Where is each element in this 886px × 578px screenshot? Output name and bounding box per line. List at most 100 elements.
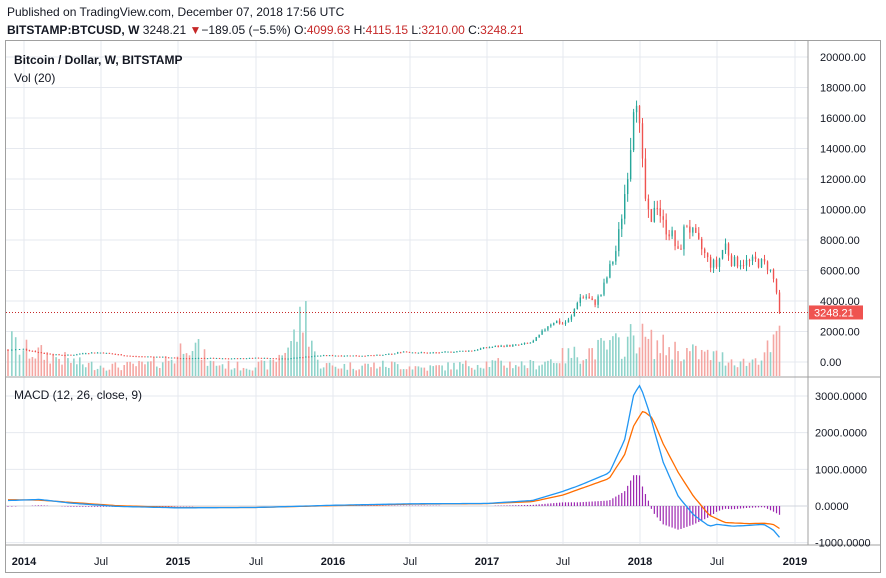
candle-body [573,308,576,317]
volume-bar [191,350,194,376]
candle-body [40,352,42,354]
volume-bar [591,348,593,376]
volume-bar [447,362,449,376]
volume-bar [287,347,289,376]
candle-body [346,355,349,357]
candle-body [364,355,366,357]
candle-body [408,351,411,353]
candle-body [535,337,537,341]
candle-body [665,219,667,235]
volume-bar [325,363,328,376]
candle-body [129,355,131,357]
macd-tick-label: 0.0000 [815,501,849,513]
volume-bar [552,363,555,376]
candle-body [224,358,227,360]
macd-title: MACD (12, 26, close, 9) [14,388,143,402]
volume-bar [278,354,281,376]
volume-label: Vol (20) [14,71,56,85]
candle-body [153,356,155,358]
candle-body [61,354,63,356]
candle-body [485,347,488,349]
volume-bar [435,365,437,376]
volume-bar [665,355,667,376]
candle-body [317,355,319,357]
volume-bar [194,342,197,376]
volume-bar [488,367,491,376]
volume-bar [561,348,564,376]
volume-bar [730,359,733,376]
candle-body [343,355,346,357]
volume-bar [31,357,34,376]
volume-bar [579,363,582,376]
volume-bar [694,345,697,376]
time-tick-label: Jul [556,556,570,568]
volume-bar [757,364,760,376]
symbol-name[interactable]: BITSTAMP:BTCUSD, W [7,23,140,37]
candle-body [721,249,724,259]
volume-bar [683,359,685,376]
candle-body [105,352,108,354]
volume-bar [43,359,46,376]
volume-bar [40,345,43,376]
volume-bar [230,369,233,376]
volume-bar [73,358,75,376]
candle-body [290,358,292,360]
time-tick-label: Jul [249,556,263,568]
candle-body [64,355,66,357]
volume-bar [173,363,176,376]
candle-body [11,349,13,351]
volume-bar [638,347,641,376]
volume-bar [99,365,102,376]
volume-bar [331,365,334,376]
high-label: H: [353,23,366,37]
candle-body [712,259,715,268]
volume-bar [215,365,218,376]
volume-bar [123,365,126,376]
candle-body [322,355,325,357]
candle-body [138,356,140,358]
volume-bar [55,357,57,376]
volume-bar [644,336,647,376]
volume-bar [396,364,399,376]
candle-body [203,357,206,359]
volume-bar [167,360,170,376]
axes: 20000.00 18000.00 16000.00 14000.00 12000.00… [12,52,871,568]
candle-body [555,320,558,324]
candle-body [591,298,593,301]
volume-bar [438,365,440,376]
volume-bar [120,370,123,376]
volume-bar [242,367,245,376]
candle-body [609,264,611,278]
volume-bar [49,363,51,376]
candle-body [547,326,549,330]
candle-body [727,243,730,256]
volume-bar [233,368,236,376]
volume-bar [158,368,161,376]
volume-bar [364,363,366,376]
candle-body [526,342,529,344]
volume-bar [500,360,502,376]
high-value: 4115.15 [365,23,409,37]
candle-body [709,257,712,268]
candle-body [509,345,511,347]
macd-tick-label: -1000.0000 [815,538,871,550]
macd-tick-label: 2000.0000 [815,428,867,440]
volume-bar [239,370,242,376]
candle-body [311,356,313,358]
candle-body [494,346,497,348]
candle-body [200,357,203,359]
last-price-tag-text: 3248.21 [814,307,854,319]
volume-bars [7,300,781,376]
candle-body [468,350,470,352]
candle-body [352,355,354,357]
candle-body [266,357,269,359]
candle-body [173,357,176,359]
candle-body [126,355,128,357]
volume-bar [597,339,599,376]
volume-bar [182,353,185,376]
volume-bar [34,358,37,376]
volume-bar [254,367,257,376]
macd-tick-label: 3000.0000 [815,391,867,403]
volume-bar [81,364,84,376]
